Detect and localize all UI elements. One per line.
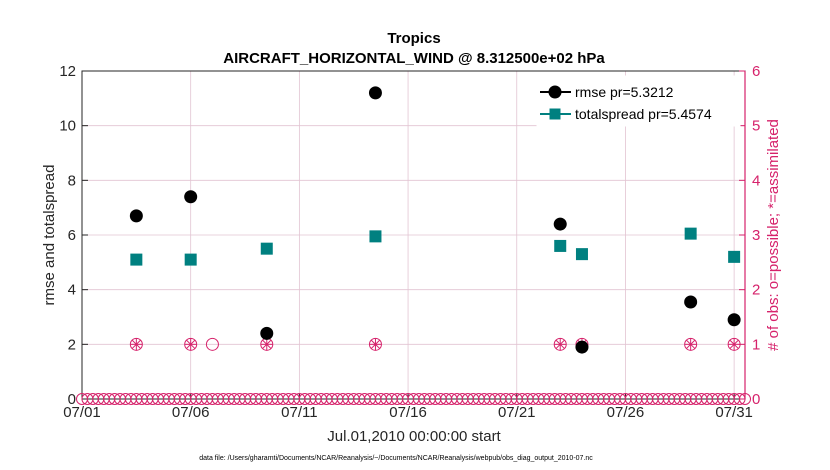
x-tick-label-3: 07/16	[389, 404, 427, 421]
legend-totalspread-label: totalspread pr=5.4574	[575, 106, 712, 122]
legend-totalspread-marker	[549, 108, 561, 120]
y-axis-label: rmse and totalspread	[41, 165, 58, 306]
legend: rmse pr=5.3212 totalspread pr=5.4574	[536, 75, 741, 127]
totalspread-point-3	[369, 230, 382, 243]
x-tick-label-5: 07/26	[607, 404, 645, 421]
x-tick-label-1: 07/06	[172, 404, 210, 421]
y2-tick-label-0: 0	[752, 391, 760, 408]
y2-tick-label-5: 5	[752, 118, 760, 135]
x-axis: 07/01 07/06 07/11 07/16 07/21 07/26 07/31	[63, 393, 753, 421]
totalspread-point-5	[575, 248, 588, 261]
x-axis-label: Jul.01,2010 00:00:00 start	[327, 428, 501, 445]
rmse-point-6	[684, 295, 698, 309]
y2-tick-label-2: 2	[752, 282, 760, 299]
obs-assimilated-marker-4	[554, 338, 567, 351]
obs-count-layer	[76, 337, 751, 405]
obs-assimilated-marker-7	[728, 338, 741, 351]
y-tick-label-5: 10	[59, 118, 76, 135]
legend-box	[536, 75, 741, 127]
totalspread-point-1	[184, 253, 197, 266]
obs-assimilated-marker-6	[684, 338, 697, 351]
legend-rmse-marker	[548, 85, 562, 99]
obs-zero-marker-121	[733, 393, 746, 405]
rmse-series	[129, 86, 741, 354]
obs-assimilated-marker-3	[369, 338, 382, 351]
x-tick-label-4: 07/21	[498, 404, 536, 421]
legend-rmse-label: rmse pr=5.3212	[575, 84, 674, 100]
rmse-point-2	[260, 326, 274, 340]
obs-possible-marker-2	[205, 337, 219, 351]
rmse-point-7	[727, 313, 741, 327]
y2-tick-label-3: 3	[752, 227, 760, 244]
y-tick-label-2: 4	[68, 282, 76, 299]
y2-axis-label: # of obs: o=possible; *=assimilated	[765, 119, 782, 351]
totalspread-point-6	[684, 227, 697, 240]
chart-subtitle: AIRCRAFT_HORIZONTAL_WIND @ 8.312500e+02 …	[223, 50, 605, 67]
totalspread-point-4	[554, 239, 567, 252]
obs-assimilated-marker-0	[130, 338, 143, 351]
obs-assimilated-marker-1	[184, 338, 197, 351]
obs-assimilated-marker-2	[260, 338, 273, 351]
y-tick-label-0: 0	[68, 391, 76, 408]
y2-tick-label-1: 1	[752, 336, 760, 353]
y-tick-label-4: 8	[68, 172, 76, 189]
right-axis: 0 1 2 3 4 5 6	[739, 63, 760, 408]
totalspread-point-7	[728, 250, 741, 263]
rmse-point-0	[129, 209, 143, 223]
rmse-point-5	[575, 340, 589, 354]
totalspread-series	[130, 227, 741, 266]
rmse-point-3	[368, 86, 382, 100]
x-tick-label-6: 07/31	[715, 404, 753, 421]
x-tick-label-0: 07/01	[63, 404, 101, 421]
y-tick-label-1: 2	[68, 336, 76, 353]
data-file-footnote: data file: /Users/gharamti/Documents/NCA…	[199, 455, 593, 462]
obs-zero-marker-122	[739, 393, 751, 405]
rmse-point-1	[184, 190, 198, 204]
totalspread-point-0	[130, 253, 143, 266]
chart-title: Tropics	[387, 30, 440, 47]
y-tick-label-6: 12	[59, 63, 76, 80]
left-axis: 0 2 4 6 8 10 12	[59, 63, 88, 408]
y2-tick-label-4: 4	[752, 172, 760, 189]
totalspread-point-2	[260, 242, 273, 255]
x-tick-label-2: 07/11	[281, 404, 317, 421]
rmse-point-4	[553, 217, 567, 231]
y2-tick-label-6: 6	[752, 63, 760, 80]
y-tick-label-3: 6	[68, 227, 76, 244]
